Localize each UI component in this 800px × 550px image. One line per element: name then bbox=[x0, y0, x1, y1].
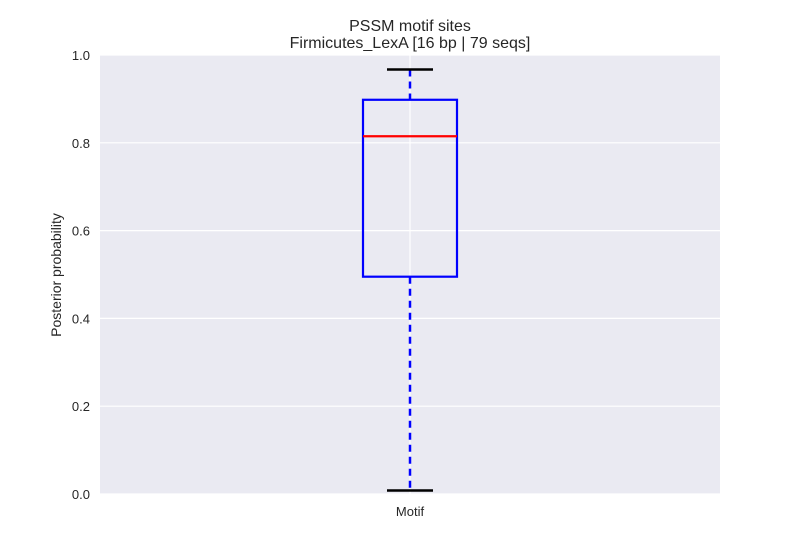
y-axis-ticks: 0.0 0.2 0.4 0.6 0.8 1.0 bbox=[72, 48, 90, 502]
chart-title: PSSM motif sites bbox=[349, 18, 471, 35]
y-axis-label: Posterior probability bbox=[48, 213, 64, 337]
box-plot-marks bbox=[361, 68, 459, 492]
y-tick-label: 0.4 bbox=[72, 311, 90, 326]
y-tick-label: 1.0 bbox=[72, 48, 90, 63]
x-tick-label: Motif bbox=[396, 504, 425, 519]
x-axis-ticks: Motif bbox=[396, 504, 425, 519]
y-tick-label: 0.2 bbox=[72, 399, 90, 414]
y-tick-label: 0.0 bbox=[72, 487, 90, 502]
y-tick-label: 0.6 bbox=[72, 224, 90, 239]
y-tick-label: 0.8 bbox=[72, 136, 90, 151]
box-iqr bbox=[361, 98, 459, 278]
chart-subtitle: Firmicutes_LexA [16 bp | 79 seqs] bbox=[290, 35, 531, 52]
